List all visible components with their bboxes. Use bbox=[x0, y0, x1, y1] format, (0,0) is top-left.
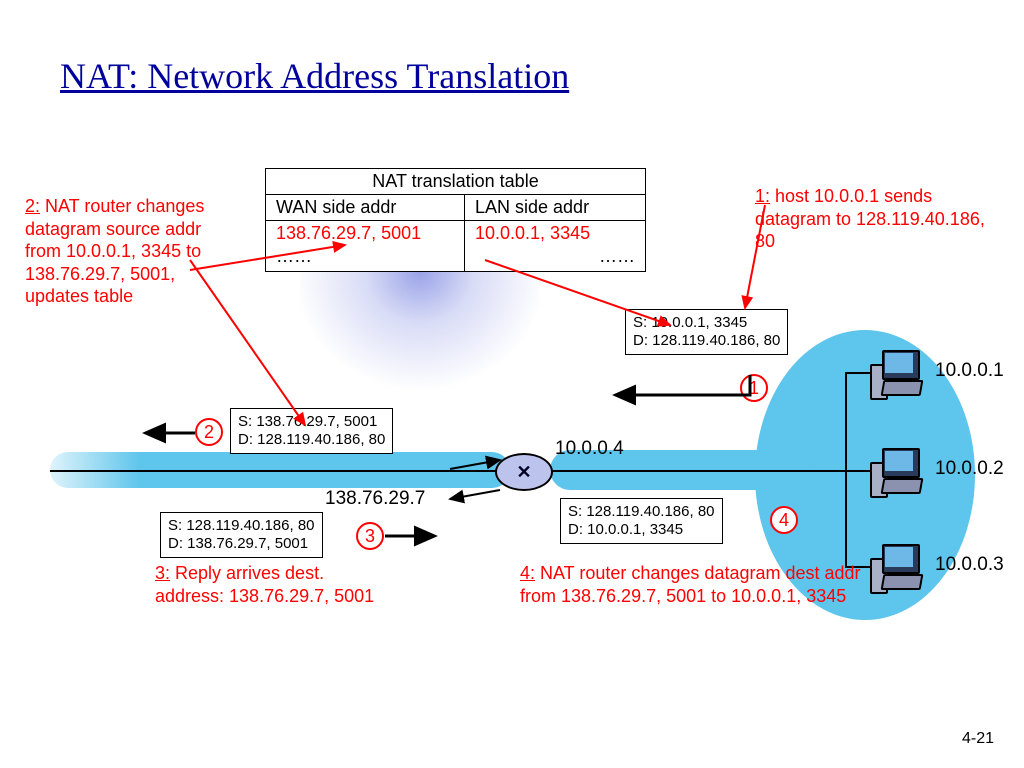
nat-lan-entry: 10.0.0.1, 3345 bbox=[464, 221, 645, 246]
router-lan-ip: 10.0.0.4 bbox=[555, 438, 624, 460]
packet-3-src: S: 128.119.40.186, 80 bbox=[168, 517, 315, 535]
packet-3: S: 128.119.40.186, 80 D: 138.76.29.7, 50… bbox=[160, 512, 323, 558]
nat-table-header: NAT translation table bbox=[266, 169, 645, 194]
packet-4-src: S: 128.119.40.186, 80 bbox=[568, 503, 715, 521]
annotation-3: 3: Reply arrives dest. address: 138.76.2… bbox=[155, 562, 385, 607]
lan-link bbox=[548, 470, 846, 472]
flow-arrow-router-in bbox=[445, 455, 505, 471]
host-2-ip: 10.0.0.2 bbox=[935, 458, 1004, 480]
host-2-icon bbox=[870, 448, 920, 498]
host2-link bbox=[845, 470, 873, 472]
wan-link bbox=[50, 470, 498, 472]
host1-link bbox=[845, 372, 873, 374]
nat-col-lan: LAN side addr bbox=[464, 195, 645, 220]
router-wan-ip: 138.76.29.7 bbox=[325, 488, 425, 510]
page-number: 4-21 bbox=[962, 730, 994, 748]
flow-arrow-router-out bbox=[445, 485, 505, 501]
annotation-1: 1: host 10.0.0.1 sends datagram to 128.1… bbox=[755, 185, 985, 253]
annotation-4: 4: NAT router changes datagram dest addr… bbox=[520, 562, 890, 607]
host-1-icon bbox=[870, 350, 920, 400]
packet-4: S: 128.119.40.186, 80 D: 10.0.0.1, 3345 bbox=[560, 498, 723, 544]
nat-col-wan: WAN side addr bbox=[266, 195, 464, 220]
arrow-annot1 bbox=[740, 200, 780, 320]
host-1-ip: 10.0.0.1 bbox=[935, 360, 1004, 382]
packet-4-dst: D: 10.0.0.1, 3345 bbox=[568, 521, 715, 539]
flow-arrow-2 bbox=[140, 425, 200, 441]
host-3-ip: 10.0.0.3 bbox=[935, 554, 1004, 576]
arrow-annot2b bbox=[185, 240, 355, 280]
page-title: NAT: Network Address Translation bbox=[60, 55, 569, 97]
flow-arrow-3 bbox=[380, 528, 440, 544]
step-4-marker: 4 bbox=[770, 506, 798, 534]
arrow-tbl-to-lan bbox=[480, 255, 680, 335]
arrow-annot2a bbox=[185, 255, 315, 435]
flow-arrow-1 bbox=[610, 375, 760, 405]
packet-3-dst: D: 138.76.29.7, 5001 bbox=[168, 535, 315, 553]
